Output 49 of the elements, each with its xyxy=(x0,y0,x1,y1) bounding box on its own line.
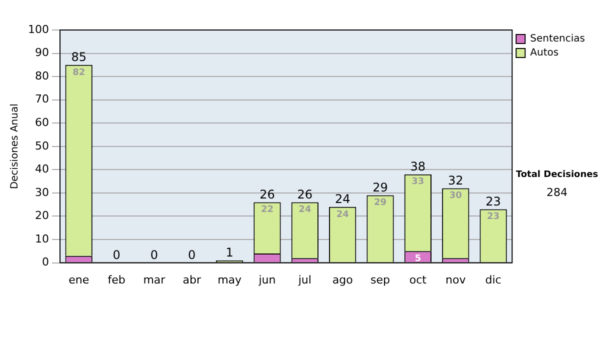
y-tick-label: 40 xyxy=(34,162,49,176)
y-axis-title: Decisiones Anual xyxy=(10,104,21,190)
x-tick-label: mar xyxy=(143,273,166,286)
total-label: 26 xyxy=(260,187,275,202)
data-label: 5 xyxy=(414,254,422,264)
data-label: 24 xyxy=(298,205,312,216)
total-label: 26 xyxy=(297,187,313,202)
legend-label: Autos xyxy=(530,48,559,59)
data-label: 29 xyxy=(374,198,387,208)
x-tick-label: oct xyxy=(409,273,428,286)
data-label: 82 xyxy=(72,68,86,78)
total-label: 0 xyxy=(150,248,158,262)
y-tick-label: 10 xyxy=(34,232,49,246)
y-tick-label: 70 xyxy=(34,92,49,106)
total-label: 24 xyxy=(334,192,350,206)
y-tick-label: 20 xyxy=(34,209,49,222)
x-tick-label: feb xyxy=(108,273,126,286)
data-label: 23 xyxy=(487,212,500,222)
data-label: 33 xyxy=(412,177,424,188)
text: 284 xyxy=(546,186,568,199)
total-label: 23 xyxy=(486,194,501,208)
x-tick-label: jul xyxy=(297,273,312,286)
y-tick-label: 100 xyxy=(28,22,49,36)
data-label: 22 xyxy=(260,205,274,216)
y-tick-label: 60 xyxy=(34,116,49,129)
x-tick-label: ene xyxy=(68,273,90,286)
x-tick-label: jun xyxy=(258,273,276,286)
x-tick-label: abr xyxy=(182,273,202,286)
y-tick-label: 30 xyxy=(34,186,49,199)
total-label: 1 xyxy=(226,246,234,260)
x-tick-label: dic xyxy=(485,273,502,286)
total-label: 32 xyxy=(448,173,464,188)
total-label: 85 xyxy=(71,50,86,64)
x-tick-label: nov xyxy=(446,273,466,286)
total-label: 0 xyxy=(188,248,196,262)
data-label: 24 xyxy=(336,210,349,220)
y-tick-label: 80 xyxy=(34,69,49,82)
x-tick-label: sep xyxy=(370,273,390,286)
total-label: 38 xyxy=(410,159,426,174)
total-label: 0 xyxy=(112,248,120,262)
x-tick-label: may xyxy=(218,273,242,286)
legend-label: Sentencias xyxy=(530,34,586,45)
data-label: 30 xyxy=(449,191,462,202)
text: Total Decisiones xyxy=(514,170,600,180)
x-tick-label: ago xyxy=(332,273,354,286)
total-label: 29 xyxy=(372,180,388,194)
y-tick-label: 0 xyxy=(42,256,49,269)
y-tick-label: 50 xyxy=(34,139,49,152)
y-tick-label: 90 xyxy=(34,46,49,60)
